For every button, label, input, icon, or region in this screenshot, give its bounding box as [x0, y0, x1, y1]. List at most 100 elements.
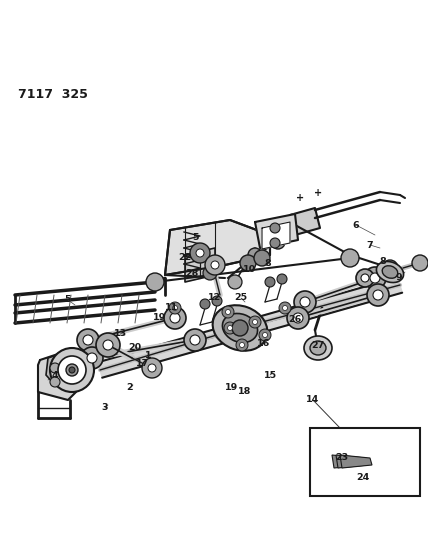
Ellipse shape [249, 316, 261, 328]
Ellipse shape [412, 255, 428, 271]
Ellipse shape [200, 299, 210, 309]
Ellipse shape [142, 358, 162, 378]
Ellipse shape [190, 335, 200, 345]
Ellipse shape [270, 238, 280, 248]
Text: 10: 10 [242, 265, 256, 274]
Ellipse shape [203, 266, 217, 280]
Ellipse shape [50, 363, 60, 373]
Ellipse shape [81, 347, 103, 369]
Polygon shape [38, 350, 78, 400]
Ellipse shape [184, 329, 206, 351]
Ellipse shape [146, 273, 164, 291]
Ellipse shape [212, 296, 222, 306]
Text: 13: 13 [113, 328, 127, 337]
Ellipse shape [248, 248, 262, 262]
Text: 5: 5 [193, 233, 199, 243]
Text: +: + [314, 188, 322, 198]
Text: 4: 4 [52, 370, 58, 379]
Text: 1: 1 [145, 351, 152, 359]
Text: 15: 15 [264, 370, 276, 379]
Ellipse shape [294, 291, 316, 313]
Text: 7: 7 [367, 240, 373, 249]
Text: 11: 11 [165, 303, 178, 311]
Ellipse shape [259, 329, 271, 341]
Polygon shape [290, 208, 320, 235]
Text: 20: 20 [128, 343, 142, 351]
Ellipse shape [223, 313, 258, 343]
Ellipse shape [172, 305, 178, 311]
Ellipse shape [293, 313, 303, 323]
Bar [310, 428, 420, 496]
Ellipse shape [382, 260, 398, 276]
Ellipse shape [228, 326, 232, 330]
Ellipse shape [190, 243, 210, 263]
Text: 14: 14 [306, 395, 320, 405]
Ellipse shape [282, 305, 288, 311]
Ellipse shape [228, 275, 242, 289]
Ellipse shape [83, 335, 93, 345]
Ellipse shape [382, 266, 398, 278]
Ellipse shape [240, 343, 244, 348]
Ellipse shape [58, 356, 86, 384]
Ellipse shape [50, 377, 60, 387]
Text: 18: 18 [238, 387, 252, 397]
Ellipse shape [50, 348, 94, 392]
Text: 8: 8 [380, 257, 386, 266]
Ellipse shape [87, 353, 97, 363]
Ellipse shape [222, 306, 234, 318]
Text: 7117  325: 7117 325 [18, 88, 88, 101]
Ellipse shape [253, 319, 258, 325]
Text: 25: 25 [235, 294, 247, 303]
Ellipse shape [300, 297, 310, 307]
Ellipse shape [224, 322, 236, 334]
Polygon shape [336, 455, 368, 468]
Text: 19: 19 [153, 313, 166, 322]
Ellipse shape [265, 277, 275, 287]
Ellipse shape [96, 333, 120, 357]
Ellipse shape [376, 262, 404, 282]
Ellipse shape [310, 341, 326, 355]
Polygon shape [165, 220, 270, 275]
Ellipse shape [270, 223, 280, 233]
Ellipse shape [66, 364, 78, 376]
Ellipse shape [103, 340, 113, 350]
Text: 26: 26 [288, 316, 302, 325]
Ellipse shape [170, 313, 180, 323]
Text: 9: 9 [396, 273, 402, 282]
Text: 22: 22 [178, 254, 192, 262]
Ellipse shape [370, 273, 380, 283]
Ellipse shape [77, 329, 99, 351]
Ellipse shape [367, 284, 389, 306]
Polygon shape [46, 352, 90, 388]
Text: 6: 6 [353, 221, 360, 230]
Text: 19: 19 [226, 384, 239, 392]
Text: 16: 16 [257, 338, 270, 348]
Ellipse shape [341, 249, 359, 267]
Ellipse shape [211, 261, 219, 269]
Ellipse shape [361, 274, 369, 282]
Ellipse shape [277, 274, 287, 284]
Ellipse shape [196, 249, 204, 257]
Ellipse shape [240, 255, 256, 271]
Text: 27: 27 [312, 341, 324, 350]
Ellipse shape [262, 333, 268, 337]
Text: 5: 5 [65, 295, 71, 304]
Ellipse shape [164, 307, 186, 329]
Polygon shape [262, 222, 290, 249]
Ellipse shape [169, 302, 181, 314]
Ellipse shape [236, 339, 248, 351]
Text: 17: 17 [137, 359, 150, 367]
Text: 8: 8 [265, 259, 271, 268]
Ellipse shape [213, 305, 268, 351]
Ellipse shape [287, 307, 309, 329]
Ellipse shape [373, 290, 383, 300]
Text: 24: 24 [357, 472, 370, 481]
Ellipse shape [148, 364, 156, 372]
Text: +: + [296, 193, 304, 203]
Ellipse shape [364, 267, 386, 289]
Text: 23: 23 [336, 454, 348, 463]
Polygon shape [332, 455, 364, 468]
Polygon shape [255, 214, 298, 248]
Ellipse shape [279, 302, 291, 314]
Ellipse shape [254, 250, 270, 266]
